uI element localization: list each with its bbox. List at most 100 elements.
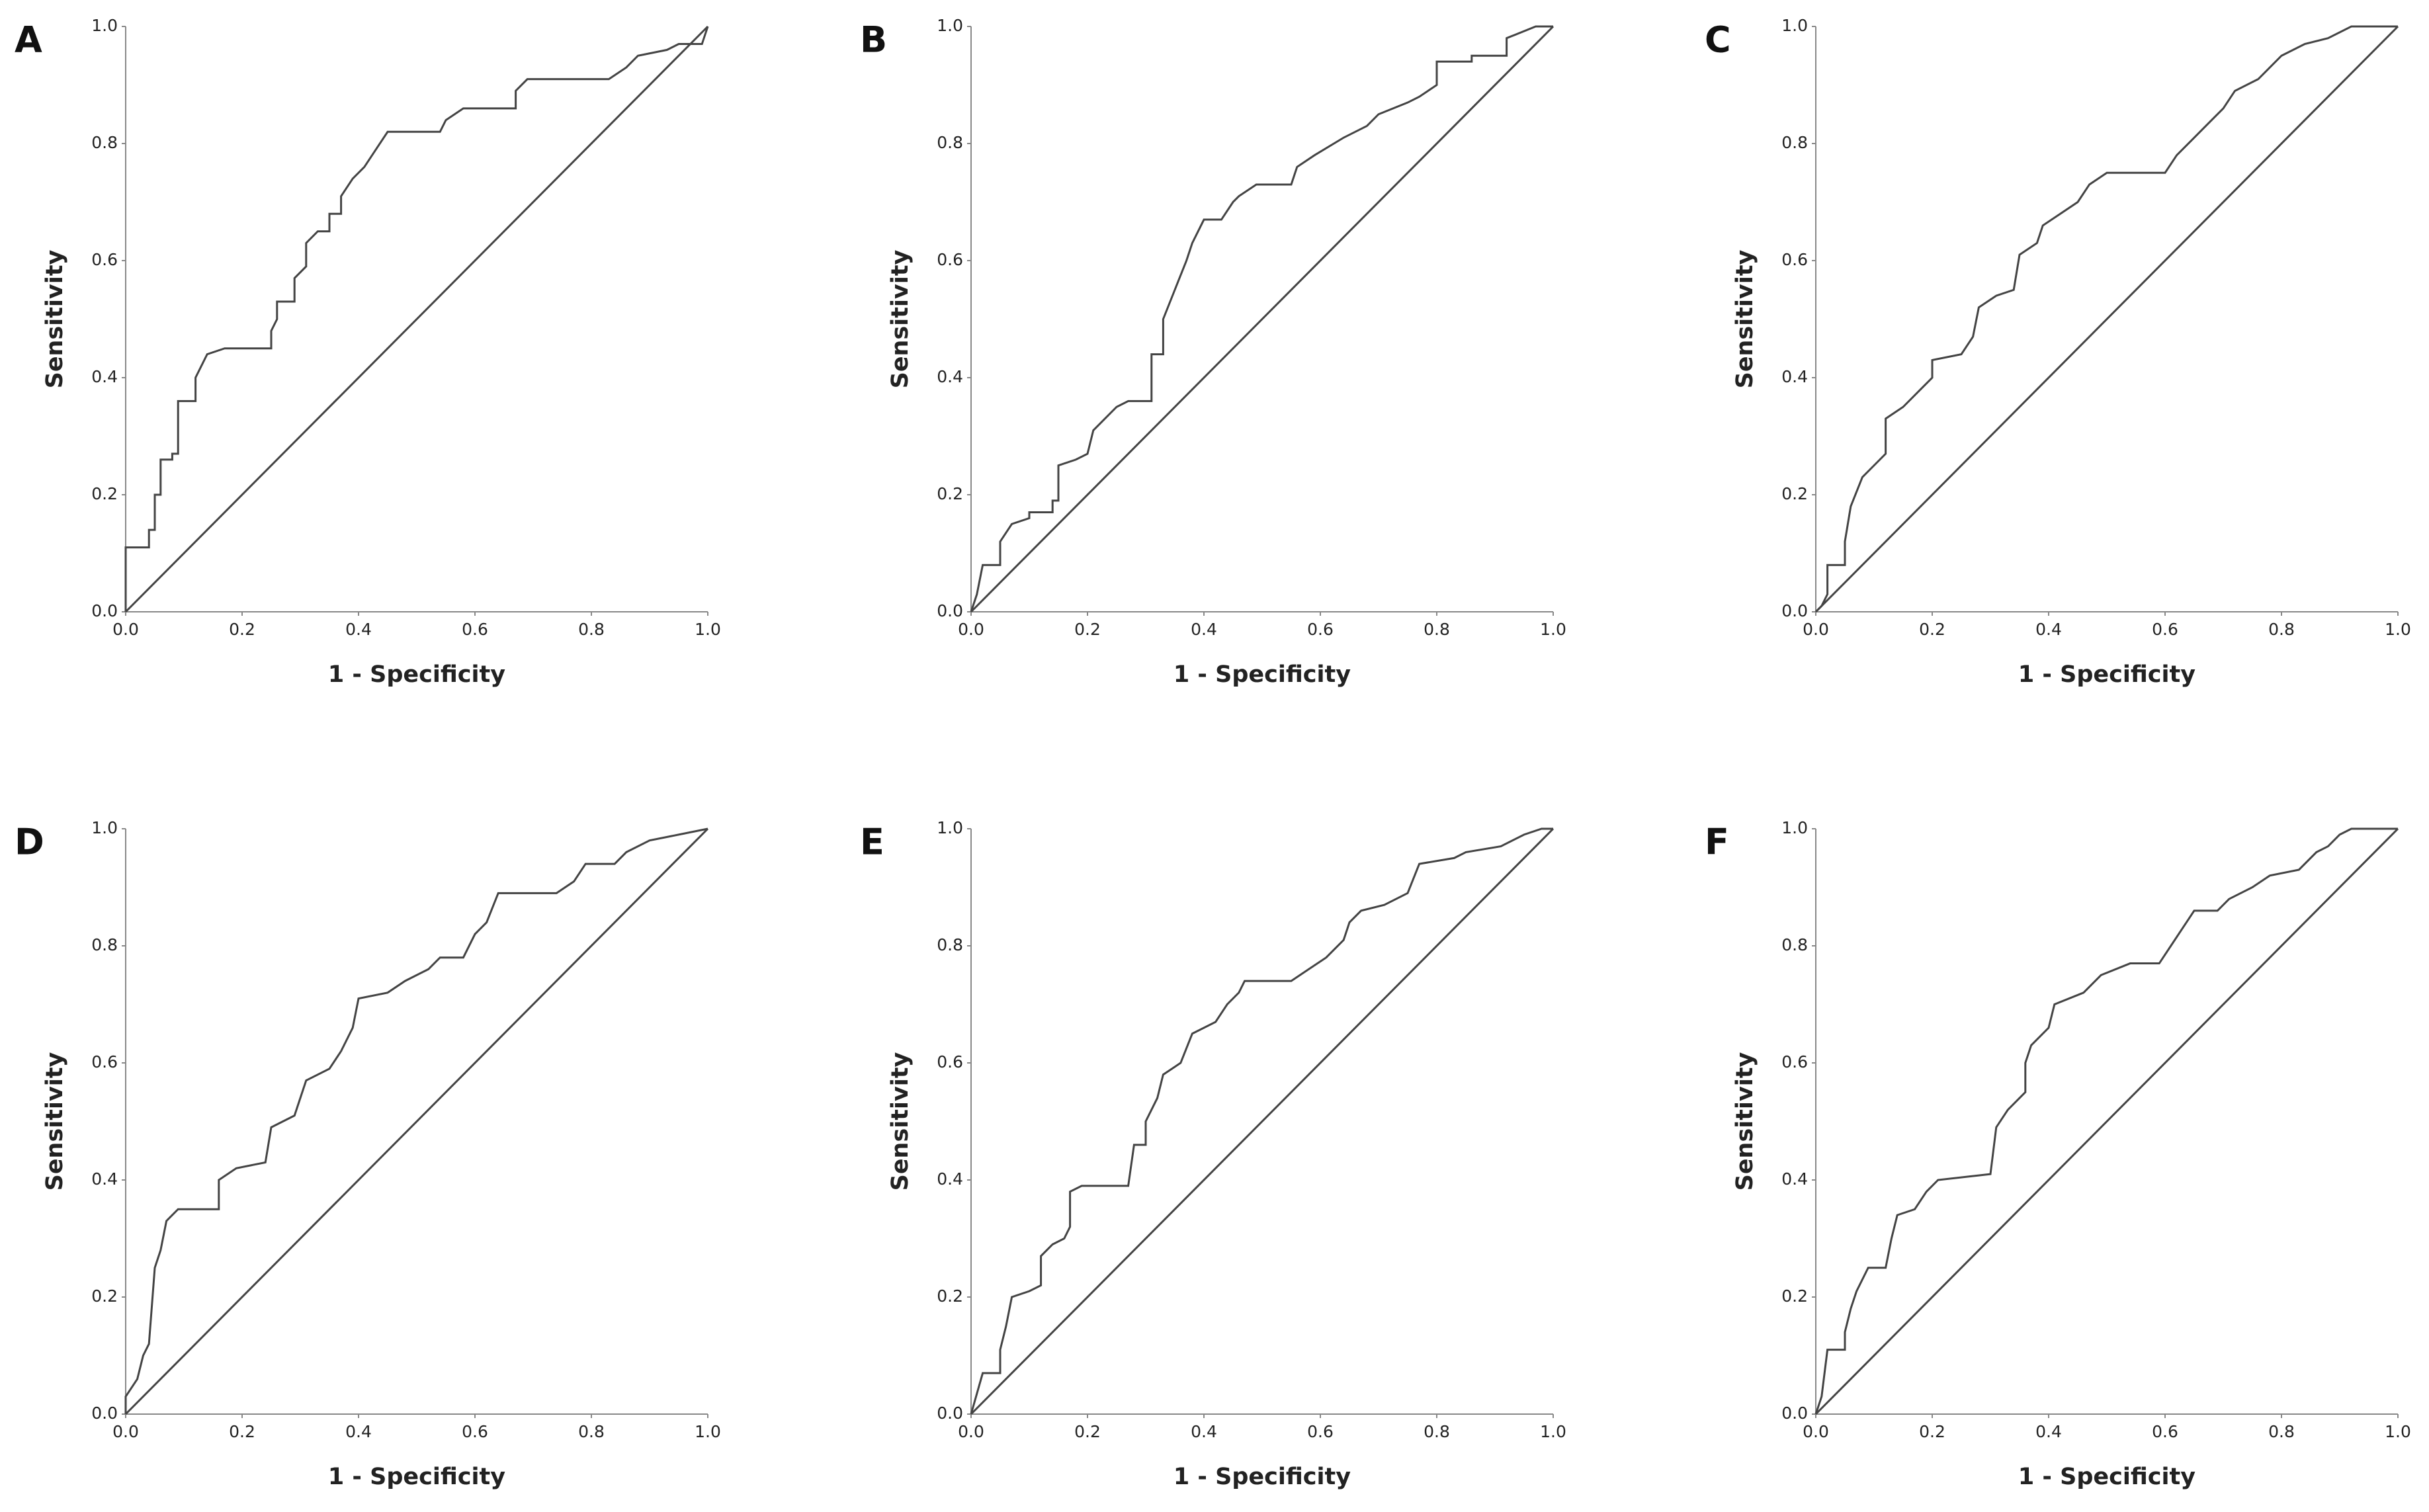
x-tick-label: 0.6 [2152,1422,2178,1441]
y-tick-label: 0.6 [91,250,118,269]
y-tick-label: 1.0 [1781,818,1808,837]
y-tick-label: 0.8 [1781,935,1808,954]
roc-line [970,827,1555,1415]
x-tick-label: 0.8 [1424,1422,1450,1441]
y-tick-label: 1.0 [91,16,118,35]
panel-label: E [860,821,884,863]
y-tick-label: 1.0 [91,818,118,837]
x-tick-label: 0.4 [2035,1422,2062,1441]
x-tick-label: 1.0 [2385,620,2411,639]
y-tick-label: 0.4 [937,367,963,386]
y-axis-title: Sensitivity [1732,249,1758,388]
x-tick-label: 0.0 [958,1422,984,1441]
y-tick-label: 0.2 [1781,484,1808,503]
roc-line [970,827,1553,1415]
y-tick-label: 0.8 [937,935,963,954]
panel-label: C [1705,19,1731,61]
panel-label: D [15,821,44,863]
x-tick-label: 0.6 [462,620,488,639]
y-tick-label: 0.4 [937,1169,963,1189]
roc-line [124,25,709,613]
y-tick-label: 0.6 [1781,250,1808,269]
y-tick-label: 0.0 [1781,1404,1808,1423]
y-tick-label: 1.0 [1781,16,1808,35]
x-tick-label: 0.4 [345,1422,372,1441]
y-tick-label: 0.2 [91,1286,118,1306]
roc-line [1814,827,2399,1415]
y-tick-label: 0.6 [1781,1052,1808,1071]
x-tick-label: 0.8 [2268,1422,2295,1441]
x-axis-title: 1 - Specificity [1173,1464,1351,1490]
x-tick-label: 0.2 [1919,620,1945,639]
x-tick-label: 0.4 [2035,620,2062,639]
x-axis-title: 1 - Specificity [1173,661,1351,688]
x-tick-label: 0.6 [462,1422,488,1441]
y-tick-label: 0.6 [91,1052,118,1071]
y-tick-label: 0.6 [937,250,963,269]
x-tick-label: 0.8 [578,1422,605,1441]
x-tick-label: 0.2 [1074,1422,1101,1441]
y-tick-label: 1.0 [937,16,963,35]
roc-line [1814,25,2398,613]
x-axis-title: 1 - Specificity [2018,1464,2195,1490]
roc-line [124,827,709,1415]
x-axis-title: 1 - Specificity [2018,661,2195,688]
y-tick-label: 0.0 [91,601,118,620]
x-tick-label: 0.6 [2152,620,2178,639]
x-tick-label: 0.0 [1803,1422,1829,1441]
x-tick-label: 0.2 [1919,1422,1945,1441]
y-tick-label: 0.2 [1781,1286,1808,1306]
x-tick-label: 0.8 [2268,620,2295,639]
y-tick-label: 0.4 [1781,367,1808,386]
roc-line [124,26,709,612]
y-tick-label: 0.0 [937,601,963,620]
y-tick-label: 0.2 [937,484,963,503]
roc-line [1814,827,2398,1415]
x-tick-label: 0.4 [1191,620,1217,639]
x-tick-label: 0.4 [1191,1422,1217,1441]
x-tick-label: 0.4 [345,620,372,639]
x-tick-label: 1.0 [1540,620,1566,639]
x-tick-label: 0.6 [1307,620,1334,639]
y-tick-label: 0.2 [937,1286,963,1306]
y-tick-label: 0.0 [937,1404,963,1423]
x-tick-label: 0.0 [112,1422,139,1441]
y-tick-label: 0.8 [1781,133,1808,152]
y-tick-label: 1.0 [937,818,963,837]
panel-label: B [860,19,887,61]
x-tick-label: 0.0 [112,620,139,639]
x-tick-label: 1.0 [1540,1422,1566,1441]
y-axis-title: Sensitivity [887,249,914,388]
panel-label: F [1705,821,1729,863]
roc-line [970,25,1555,613]
roc-line [1814,25,2399,613]
y-axis-title: Sensitivity [42,249,68,388]
x-tick-label: 0.0 [958,620,984,639]
y-axis-title: Sensitivity [1732,1052,1758,1191]
x-tick-label: 0.2 [229,620,255,639]
y-tick-label: 0.4 [91,367,118,386]
y-tick-label: 0.0 [1781,601,1808,620]
roc-line [970,25,1553,612]
x-tick-label: 0.2 [1074,620,1101,639]
y-axis-title: Sensitivity [887,1052,914,1191]
x-tick-label: 1.0 [695,1422,721,1441]
panel-label: A [15,19,42,61]
y-axis-title: Sensitivity [42,1052,68,1191]
x-tick-label: 0.8 [578,620,605,639]
x-tick-label: 0.2 [229,1422,255,1441]
x-tick-label: 0.0 [1803,620,1829,639]
x-axis-title: 1 - Specificity [328,661,505,688]
x-tick-label: 0.6 [1307,1422,1334,1441]
y-tick-label: 0.4 [1781,1169,1808,1189]
y-tick-label: 0.8 [91,935,118,954]
y-tick-label: 0.4 [91,1169,118,1189]
x-tick-label: 1.0 [695,620,721,639]
x-tick-label: 0.8 [1424,620,1450,639]
x-axis-title: 1 - Specificity [328,1464,505,1490]
roc-line [124,827,708,1414]
y-tick-label: 0.8 [91,133,118,152]
y-tick-label: 0.2 [91,484,118,503]
